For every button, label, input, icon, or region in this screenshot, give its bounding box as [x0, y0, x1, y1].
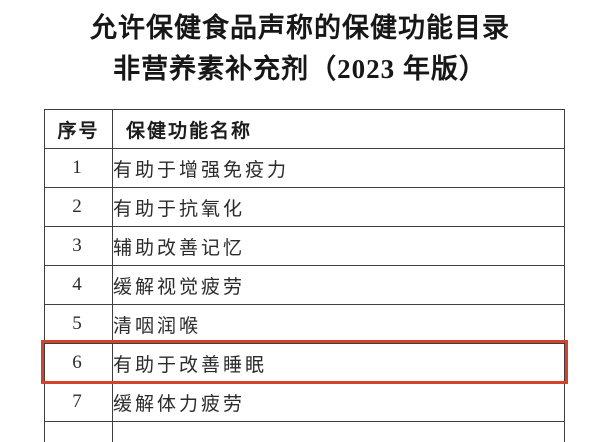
table: 序号 保健功能名称 1 有助于增强免疫力 2 有助于抗氧化 3 辅助改善记忆 4…	[44, 109, 565, 442]
document-title-line2: 非营养素补充剂（2023 年版）	[0, 49, 600, 90]
header-cell-function-name: 保健功能名称	[113, 110, 565, 149]
table-row: 3 辅助改善记忆	[45, 227, 565, 266]
table-header-row: 序号 保健功能名称	[45, 110, 565, 149]
row-number: 4	[45, 266, 113, 305]
row-function-name: 有助于改善睡眠	[113, 344, 565, 383]
row-function-name: 有助于增强免疫力	[113, 149, 565, 188]
table-row: 2 有助于抗氧化	[45, 188, 565, 227]
row-function-name	[113, 422, 565, 442]
row-function-name: 缓解视觉疲劳	[113, 266, 565, 305]
row-function-name: 辅助改善记忆	[113, 227, 565, 266]
row-number: 1	[45, 149, 113, 188]
table-row-highlighted: 6 有助于改善睡眠	[45, 344, 565, 383]
table-row: 4 缓解视觉疲劳	[45, 266, 565, 305]
row-function-name: 缓解体力疲劳	[113, 383, 565, 422]
table-row: 1 有助于增强免疫力	[45, 149, 565, 188]
row-function-name: 清咽润喉	[113, 305, 565, 344]
row-number	[45, 422, 113, 442]
header-cell-index: 序号	[45, 110, 113, 149]
row-number: 3	[45, 227, 113, 266]
document-page: { "title": { "line1": "允许保健食品声称的保健功能目录",…	[0, 0, 600, 430]
document-title-line1: 允许保健食品声称的保健功能目录	[0, 8, 600, 49]
table-row: 5 清咽润喉	[45, 305, 565, 344]
table-row: 7 缓解体力疲劳	[45, 383, 565, 422]
row-number: 6	[45, 344, 113, 383]
row-number: 7	[45, 383, 113, 422]
table-row-partial	[45, 422, 565, 442]
row-number: 5	[45, 305, 113, 344]
document-title: 允许保健食品声称的保健功能目录 非营养素补充剂（2023 年版）	[0, 8, 600, 90]
health-function-table: 序号 保健功能名称 1 有助于增强免疫力 2 有助于抗氧化 3 辅助改善记忆 4…	[44, 109, 565, 439]
row-number: 2	[45, 188, 113, 227]
row-function-name: 有助于抗氧化	[113, 188, 565, 227]
